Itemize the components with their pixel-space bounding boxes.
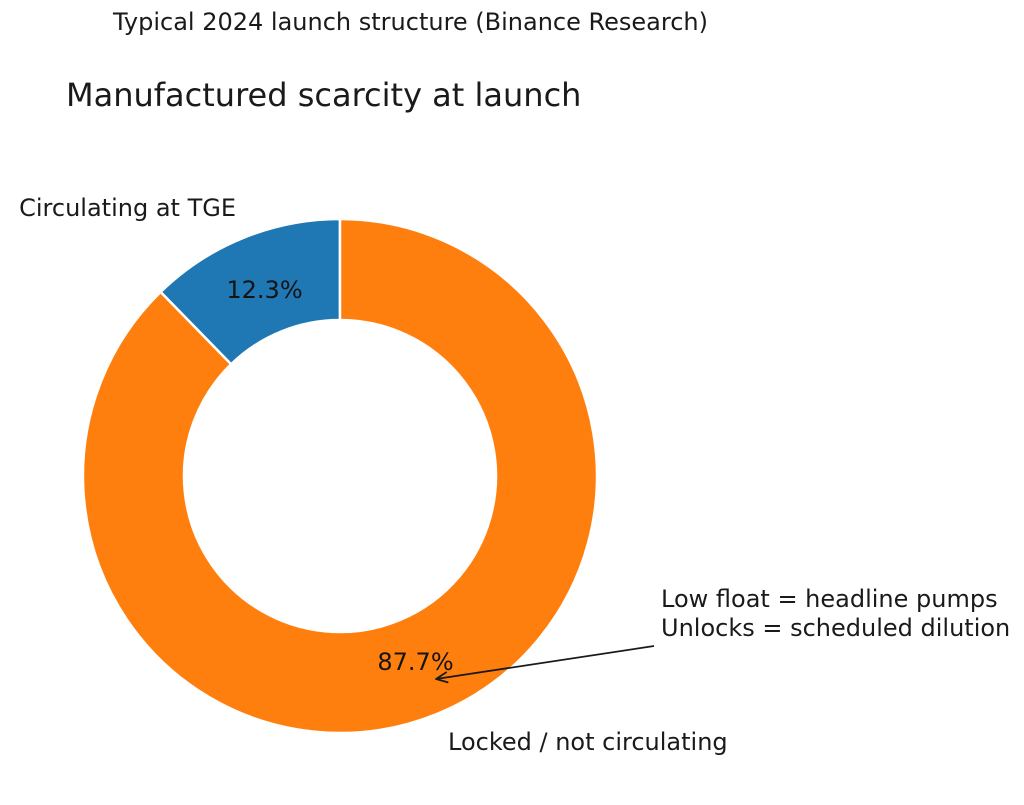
slice-label-locked-not-circulating: Locked / not circulating [448,728,728,756]
figure-suptitle: Typical 2024 launch structure (Binance R… [113,8,708,36]
pct-label-locked-not-circulating: 87.7% [377,647,454,676]
pct-label-circulating-at-tge: 12.3% [226,276,303,305]
annotation-text: Low float = headline pumps Unlocks = sch… [661,585,1010,643]
annotation-line-2: Unlocks = scheduled dilution [661,614,1011,642]
chart-title: Manufactured scarcity at launch [66,76,582,114]
annotation-line-1: Low float = headline pumps [661,585,998,613]
pie-slice-locked-not-circulating [81,217,599,735]
slice-label-circulating-at-tge: Circulating at TGE [19,194,236,222]
annotation-arrow [435,645,655,684]
